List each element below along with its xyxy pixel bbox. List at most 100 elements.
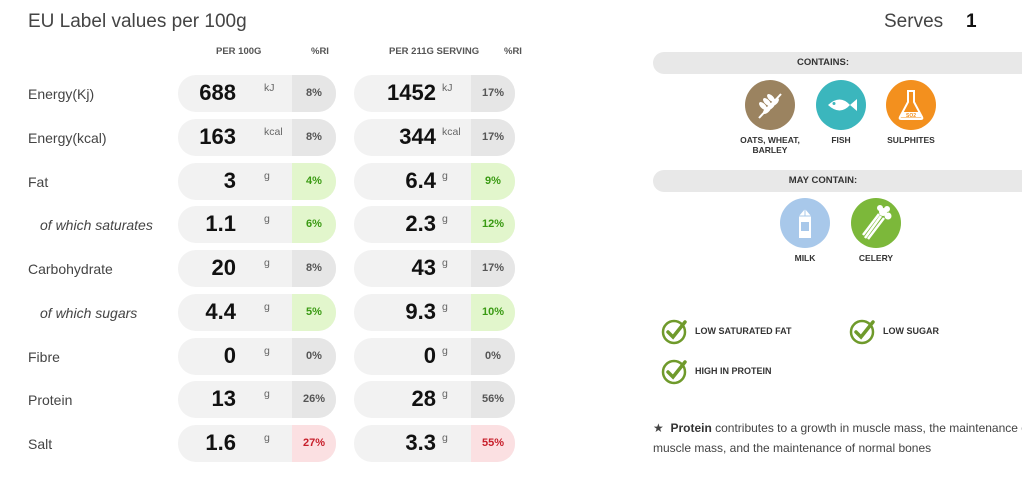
ri-per-100g: 26%: [292, 381, 336, 419]
column-header-ri: %RI: [311, 46, 329, 57]
nutrient-label: Energy(Kj): [28, 86, 95, 102]
per-serving-cell: 0 g 0%: [354, 337, 515, 375]
nutrition-row: Energy(Kj) 688 kJ 8% 1452 kJ 17%: [0, 73, 640, 113]
ri-per-100g: 6%: [292, 206, 336, 244]
ri-per-100g: 4%: [292, 162, 336, 200]
allergen-sulphites: SO2 SULPHITES: [866, 80, 956, 145]
nutrient-label: of which saturates: [40, 217, 153, 234]
per-serving-unit: g: [442, 432, 448, 444]
nutrition-row: Fat 3 g 4% 6.4 g 9%: [0, 161, 640, 201]
claim-label: LOW SATURATED FAT: [695, 326, 792, 336]
per-100g-value: 0: [223, 342, 236, 368]
ri-per-100g: 8%: [292, 250, 336, 287]
per-100g-cell: 3 g 4%: [178, 162, 336, 200]
ri-per-100g: 8%: [292, 118, 336, 156]
per-serving-cell: 1452 kJ 17%: [354, 75, 515, 112]
serves-value: 1: [966, 11, 977, 32]
nutrition-row: Energy(kcal) 163 kcal 8% 344 kcal 17%: [0, 117, 640, 157]
nutrient-label: of which sugars: [40, 304, 138, 321]
ri-per-100g: 5%: [292, 293, 336, 331]
per-serving-unit: g: [442, 169, 448, 182]
per-100g-cell: 13 g 26%: [178, 381, 336, 419]
per-serving-cell: 43 g 17%: [354, 250, 515, 287]
nutrition-row: Carbohydrate 20 g 8% 43 g 17%: [0, 248, 640, 288]
ri-per-100g: 0%: [292, 337, 336, 375]
per-100g-value: 4.4: [205, 298, 236, 324]
allergen-milk: MILK: [760, 198, 850, 263]
per-serving-value: 0: [423, 342, 436, 368]
per-100g-cell: 1.1 g 6%: [178, 206, 336, 244]
allergen-label: MILK: [794, 253, 816, 263]
per-serving-value: 344: [399, 123, 436, 149]
checkmark-icon: [849, 319, 875, 345]
per-100g-unit: g: [264, 257, 270, 269]
allergen-label: FISH: [831, 135, 851, 145]
per-serving-value: 9.3: [405, 298, 436, 324]
per-serving-cell: 344 kcal 17%: [354, 118, 515, 156]
per-100g-unit: g: [264, 344, 270, 357]
ri-per-serving: 12%: [471, 206, 515, 244]
nutrition-row: Salt 1.6 g 27% 3.3 g 55%: [0, 423, 640, 463]
health-claim-note: ★ Protein contributes to a growth in mus…: [653, 418, 1022, 458]
per-100g-value: 20: [211, 255, 236, 280]
per-100g-unit: g: [264, 432, 270, 444]
serves-label: Serves: [884, 11, 944, 32]
per-100g-cell: 1.6 g 27%: [178, 425, 336, 462]
per-100g-cell: 4.4 g 5%: [178, 293, 336, 331]
per-serving-unit: g: [442, 388, 448, 401]
per-serving-cell: 9.3 g 10%: [354, 293, 515, 331]
nutrient-label: Protein: [28, 392, 73, 409]
per-100g-cell: 163 kcal 8%: [178, 118, 336, 156]
per-serving-value: 3.3: [405, 430, 436, 455]
column-header-per-100g: PER 100G: [216, 46, 262, 57]
per-100g-cell: 688 kJ 8%: [178, 75, 336, 112]
nutrition-row: of which saturates 1.1 g 6% 2.3 g 12%: [0, 204, 640, 244]
per-serving-cell: 6.4 g 9%: [354, 162, 515, 200]
per-serving-value: 1452: [387, 80, 436, 105]
per-100g-unit: kJ: [264, 82, 275, 94]
page-title: EU Label values per 100g: [28, 11, 247, 32]
ri-per-serving: 9%: [471, 162, 515, 200]
per-serving-value: 2.3: [405, 211, 436, 237]
per-serving-value: 43: [411, 255, 436, 280]
claim-label: HIGH IN PROTEIN: [695, 366, 772, 376]
per-100g-value: 688: [199, 80, 236, 105]
milk-carton-icon: [780, 198, 830, 248]
per-serving-unit: g: [442, 344, 448, 357]
per-serving-cell: 28 g 56%: [354, 381, 515, 419]
per-100g-value: 163: [199, 123, 236, 149]
column-header-ri-serving: %RI: [504, 46, 522, 57]
nutrition-row: of which sugars 4.4 g 5% 9.3 g 10%: [0, 292, 640, 332]
allergen-oats-wheat-barley: OATS, WHEAT, BARLEY: [725, 80, 815, 155]
wheat-icon: [745, 80, 795, 130]
celery-icon: [851, 198, 901, 248]
ri-per-serving: 17%: [471, 75, 515, 112]
sulphites-icon-text: SO2: [906, 113, 916, 119]
flask-icon: SO2: [886, 80, 936, 130]
per-serving-value: 28: [411, 386, 436, 412]
claim-label: LOW SUGAR: [883, 326, 939, 336]
per-100g-unit: g: [264, 169, 270, 182]
ri-per-serving: 17%: [471, 250, 515, 287]
allergen-fish: FISH: [796, 80, 886, 145]
per-serving-cell: 3.3 g 55%: [354, 425, 515, 462]
ri-per-100g: 27%: [292, 425, 336, 462]
per-100g-unit: kcal: [264, 125, 283, 138]
note-bold: Protein: [670, 421, 712, 435]
per-serving-unit: g: [442, 213, 448, 226]
per-100g-unit: g: [264, 213, 270, 226]
per-serving-unit: g: [442, 257, 448, 269]
per-100g-unit: g: [264, 300, 270, 313]
nutrition-row: Fibre 0 g 0% 0 g 0%: [0, 336, 640, 376]
ri-per-serving: 56%: [471, 381, 515, 419]
per-100g-unit: g: [264, 388, 270, 401]
per-100g-value: 1.1: [205, 211, 236, 237]
fish-icon: [816, 80, 866, 130]
checkmark-icon: [661, 359, 687, 385]
ri-per-serving: 17%: [471, 118, 515, 156]
per-100g-value: 13: [211, 386, 236, 412]
ri-per-100g: 8%: [292, 75, 336, 112]
nutrient-label: Energy(kcal): [28, 129, 107, 146]
may-contain-header: MAY CONTAIN:: [653, 170, 1022, 192]
nutrition-row: Protein 13 g 26% 28 g 56%: [0, 379, 640, 419]
